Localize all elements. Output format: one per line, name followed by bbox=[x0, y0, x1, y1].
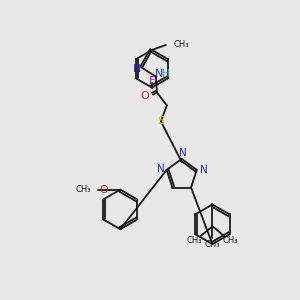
Text: O: O bbox=[99, 184, 108, 195]
Text: CH₃: CH₃ bbox=[187, 236, 202, 245]
Text: N: N bbox=[157, 164, 165, 174]
Text: CH₃: CH₃ bbox=[205, 240, 220, 249]
Text: N: N bbox=[155, 69, 163, 79]
Text: CH₃: CH₃ bbox=[75, 185, 91, 194]
Text: N: N bbox=[200, 165, 208, 175]
Text: S: S bbox=[157, 116, 164, 126]
Text: CH₃: CH₃ bbox=[174, 40, 189, 50]
Text: N: N bbox=[133, 64, 141, 74]
Text: N: N bbox=[179, 148, 187, 158]
Text: CH₃: CH₃ bbox=[223, 236, 238, 245]
Text: F: F bbox=[149, 76, 155, 85]
Text: O: O bbox=[141, 91, 149, 100]
Text: H: H bbox=[162, 69, 170, 79]
